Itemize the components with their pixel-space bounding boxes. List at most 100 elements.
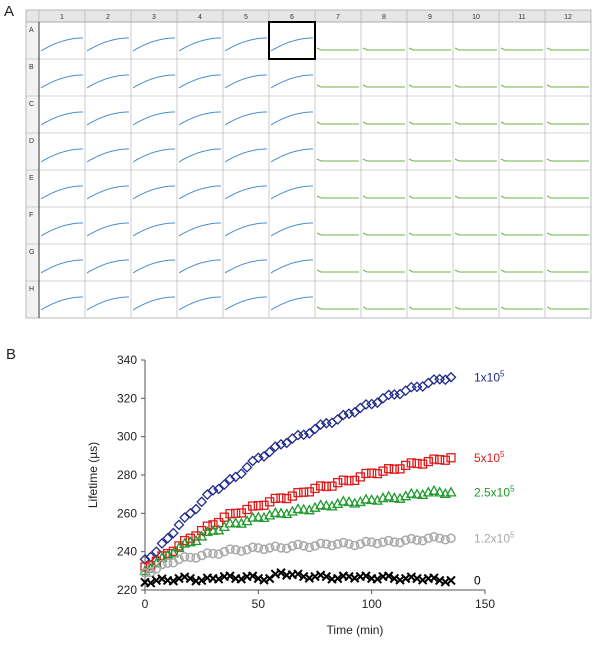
well-trace [132, 111, 175, 126]
data-point [253, 543, 264, 553]
data-point [406, 533, 417, 544]
data-point [332, 539, 343, 549]
data-point [418, 459, 428, 469]
well-trace [86, 111, 129, 126]
well-trace [132, 148, 175, 163]
well-trace [224, 37, 267, 52]
data-point [303, 427, 315, 439]
y-tick-label: 240 [117, 545, 137, 559]
data-point [173, 519, 185, 531]
data-point [327, 540, 337, 551]
well-trace [454, 195, 497, 199]
well-trace [132, 296, 175, 311]
data-point [406, 458, 416, 468]
data-point [213, 574, 224, 584]
data-point [429, 531, 439, 542]
data-point [355, 539, 366, 549]
well-trace [40, 222, 83, 237]
row-label: D [29, 138, 34, 145]
data-point [230, 517, 242, 528]
series-label-exponent: 5 [510, 530, 515, 539]
data-point [349, 406, 361, 418]
column-label: 4 [198, 14, 202, 21]
data-point [270, 493, 280, 504]
well-trace [316, 47, 359, 51]
well-trace [270, 37, 313, 52]
data-point [247, 571, 258, 581]
data-point [292, 503, 304, 514]
well-trace [86, 37, 129, 52]
data-point [247, 455, 259, 467]
data-point [139, 553, 151, 565]
data-point [241, 461, 253, 473]
well-trace [408, 121, 451, 125]
data-point [276, 543, 286, 553]
well-trace [86, 74, 129, 89]
well-trace [500, 306, 543, 310]
well-trace [362, 121, 405, 125]
x-tick-label: 0 [142, 597, 149, 611]
well-trace [500, 47, 543, 51]
data-point [208, 520, 218, 530]
series-label-exponent: 5 [500, 450, 505, 459]
data-point [310, 483, 320, 494]
well-trace [362, 84, 405, 88]
data-point [366, 398, 378, 410]
well-trace [454, 269, 497, 273]
data-point [332, 573, 343, 584]
data-point [395, 537, 405, 548]
selected-well[interactable] [268, 21, 316, 60]
data-point [372, 469, 382, 479]
data-point [269, 441, 281, 453]
well-trace [546, 269, 589, 273]
data-point [423, 533, 434, 543]
panel-label-b: B [6, 346, 17, 363]
column-label: 3 [152, 14, 156, 21]
data-point [293, 539, 303, 550]
well-trace [224, 222, 267, 237]
well-trace [224, 74, 267, 89]
data-point [440, 535, 451, 545]
data-point [378, 466, 388, 476]
data-point [298, 429, 310, 441]
well-trace [224, 148, 267, 163]
series-label-exponent: 5 [500, 369, 505, 378]
well-trace [500, 232, 543, 236]
well-trace [132, 185, 175, 200]
well-trace [178, 111, 221, 126]
data-point [174, 554, 184, 565]
well-trace [500, 269, 543, 273]
column-label: 8 [382, 14, 386, 21]
well-trace [178, 222, 221, 237]
column-label: 11 [518, 14, 525, 21]
data-point [445, 486, 457, 497]
well-trace [224, 185, 267, 200]
series-label: 1x105 [474, 369, 505, 384]
data-point [372, 538, 383, 549]
data-point [275, 438, 287, 450]
data-point [343, 408, 355, 420]
data-point [371, 397, 383, 409]
data-point [315, 538, 326, 549]
data-point [163, 548, 173, 559]
data-point [310, 541, 320, 551]
well-trace [316, 306, 359, 310]
data-point [207, 524, 219, 535]
data-point [401, 460, 411, 471]
data-point [361, 468, 371, 479]
well-trace [454, 121, 497, 125]
y-tick-label: 260 [117, 506, 137, 520]
data-point [383, 571, 394, 581]
well-trace [316, 158, 359, 162]
well-trace [178, 259, 221, 274]
well-trace [224, 296, 267, 311]
well-trace [40, 185, 83, 200]
data-point [367, 468, 377, 478]
data-point [231, 508, 241, 518]
series-triangle [139, 484, 457, 576]
data-point [405, 487, 417, 498]
data-point [440, 455, 450, 465]
data-point [321, 539, 332, 549]
well-trace [408, 84, 451, 88]
